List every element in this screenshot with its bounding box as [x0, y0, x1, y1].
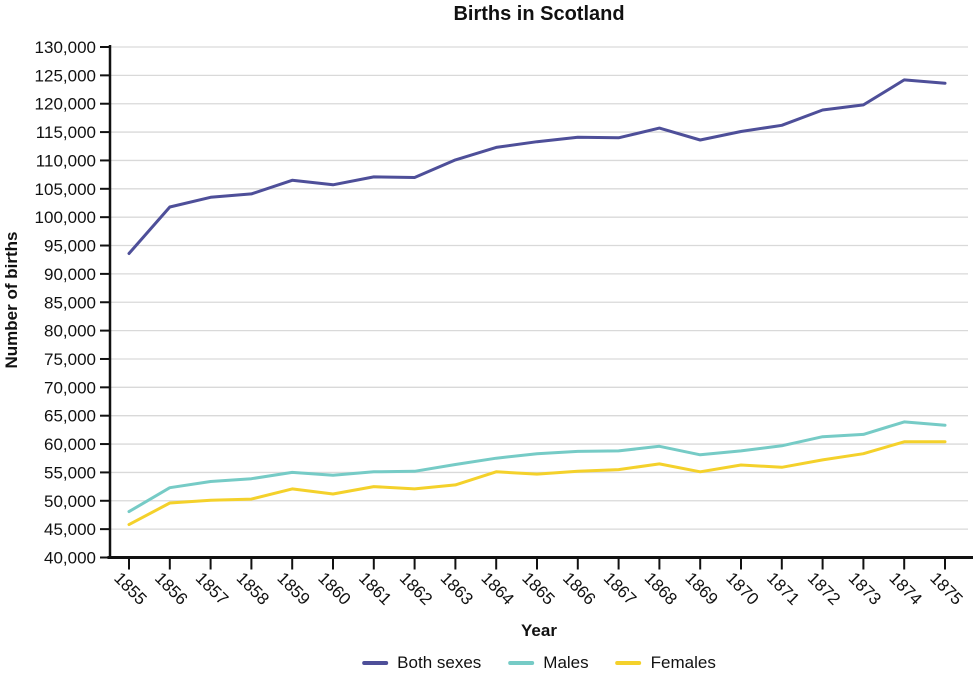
y-tick-label: 45,000 — [44, 520, 96, 539]
x-tick-label: 1862 — [396, 569, 436, 609]
legend-swatch-both-sexes-icon — [362, 660, 389, 665]
y-tick-label: 50,000 — [44, 492, 96, 511]
x-tick-label: 1858 — [233, 569, 273, 609]
y-tick-label: 75,000 — [44, 350, 96, 369]
x-tick-label: 1861 — [355, 569, 395, 609]
series-line-females — [127, 440, 947, 527]
y-tick-label: 60,000 — [44, 435, 96, 454]
y-tick-label: 110,000 — [36, 151, 96, 170]
x-tick-label: 1873 — [845, 569, 885, 609]
y-tick-label: 85,000 — [44, 293, 96, 312]
legend-label-males: Males — [543, 653, 589, 672]
x-tick-label: 1864 — [477, 569, 517, 609]
page-title: Births in Scotland — [453, 3, 625, 25]
legend: Both sexes Males Females — [362, 653, 716, 672]
x-tick-label: 1855 — [110, 569, 150, 609]
y-tick-label: 80,000 — [44, 322, 96, 341]
x-tick-label: 1856 — [151, 569, 191, 609]
x-tick-label: 1872 — [804, 569, 844, 609]
legend-label-both-sexes: Both sexes — [397, 653, 482, 672]
x-tick-label: 1871 — [763, 569, 803, 609]
y-tick-label: 100,000 — [35, 208, 96, 227]
legend-label-females: Females — [650, 653, 716, 672]
legend-item-females: Females — [615, 653, 716, 672]
x-tick-label: 1865 — [518, 569, 558, 609]
x-tick-label: 1874 — [885, 569, 925, 609]
x-tick-label: 1867 — [600, 569, 640, 609]
y-tick-label: 115,000 — [36, 123, 96, 142]
x-axis-title: Year — [521, 621, 557, 640]
y-tick-label: 90,000 — [44, 265, 96, 284]
legend-swatch-males-icon — [508, 660, 535, 665]
x-tick-label: 1875 — [926, 569, 966, 609]
y-tick-label: 95,000 — [44, 237, 96, 256]
legend-item-both-sexes: Both sexes — [362, 653, 481, 672]
y-tick-label: 130,000 — [35, 38, 96, 57]
legend-swatch-females-icon — [615, 660, 642, 665]
series-line-males — [127, 420, 947, 514]
y-tick-label: 125,000 — [35, 66, 96, 85]
x-tick-label: 1868 — [641, 569, 681, 609]
x-tick-label: 1869 — [681, 569, 721, 609]
x-tick-label: 1857 — [192, 569, 232, 609]
x-tick-label: 1870 — [722, 569, 762, 609]
y-tick-label: 40,000 — [44, 549, 96, 568]
y-tick-label: 105,000 — [35, 180, 96, 199]
x-tick-label: 1860 — [314, 569, 354, 609]
x-tick-label: 1859 — [273, 569, 313, 609]
y-tick-label: 65,000 — [44, 407, 96, 426]
series-line-both-sexes — [127, 78, 947, 255]
x-tick-label: 1863 — [437, 569, 477, 609]
y-tick-label: 55,000 — [44, 463, 96, 482]
y-tick-label: 120,000 — [35, 95, 96, 114]
legend-item-males: Males — [508, 653, 589, 672]
x-tick-label: 1866 — [559, 569, 599, 609]
y-tick-label: 70,000 — [44, 378, 96, 397]
